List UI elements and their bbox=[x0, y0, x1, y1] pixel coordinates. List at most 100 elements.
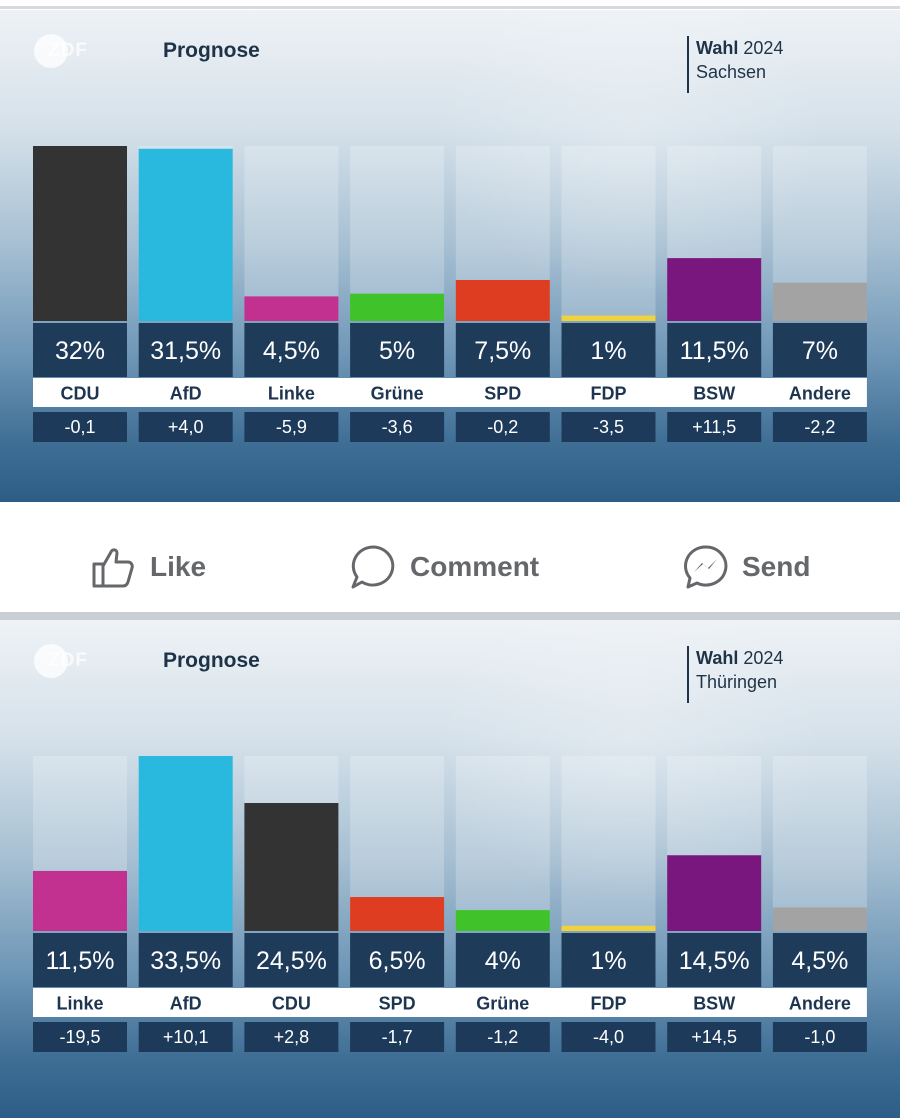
value-label: 32% bbox=[55, 337, 105, 365]
bar-linke bbox=[33, 870, 127, 931]
badge-label: Wahl bbox=[696, 648, 739, 668]
change-label: -1,7 bbox=[382, 1027, 413, 1047]
party-name: Grüne bbox=[476, 994, 529, 1014]
bar-spd bbox=[350, 897, 445, 931]
value-box bbox=[455, 323, 550, 377]
change-box bbox=[244, 1022, 339, 1052]
change-box bbox=[244, 412, 339, 442]
change-box bbox=[772, 412, 867, 442]
value-label: 1% bbox=[590, 947, 626, 975]
party-label-band bbox=[33, 988, 867, 1017]
value-box bbox=[561, 323, 656, 377]
comment-button[interactable]: Comment bbox=[348, 542, 539, 592]
like-button[interactable]: Like bbox=[90, 542, 206, 592]
bar-cdu bbox=[33, 146, 127, 321]
change-label: +11,5 bbox=[692, 417, 736, 437]
change-box bbox=[561, 1022, 656, 1052]
messenger-icon bbox=[684, 545, 728, 589]
logo-text: ZDF bbox=[48, 40, 88, 61]
bar-cdu bbox=[244, 803, 339, 931]
party-name: SPD bbox=[379, 994, 416, 1014]
change-label: -3,5 bbox=[593, 417, 624, 437]
logo-circle bbox=[34, 644, 68, 678]
logo-circle bbox=[34, 34, 68, 68]
chart-title: Prognose bbox=[163, 649, 260, 672]
like-label: Like bbox=[150, 551, 207, 582]
value-box bbox=[138, 933, 233, 987]
value-label: 4,5% bbox=[263, 337, 320, 365]
bar-chart-sachsen: 32% CDU -0,1 31,5% AfD +4,0 4,5% Linke -5,9 5% Grü… bbox=[33, 146, 867, 442]
change-box bbox=[138, 1022, 233, 1052]
send-button[interactable]: Send bbox=[682, 542, 810, 592]
send-label: Send bbox=[742, 551, 811, 582]
party-label-band bbox=[33, 378, 867, 407]
party-name: FDP bbox=[591, 994, 627, 1014]
bar-afd bbox=[138, 756, 233, 931]
change-label: +4,0 bbox=[168, 417, 204, 437]
change-label: -4,0 bbox=[593, 1027, 624, 1047]
bar-track bbox=[561, 146, 656, 321]
change-label: -0,2 bbox=[487, 417, 518, 437]
bar-grüne bbox=[455, 910, 550, 931]
party-name: Linke bbox=[268, 384, 315, 404]
party-name: AfD bbox=[170, 994, 202, 1014]
value-box bbox=[33, 323, 127, 377]
value-label: 6,5% bbox=[369, 947, 426, 975]
social-action-bar: Like Comment Send bbox=[0, 502, 900, 612]
change-label: -5,9 bbox=[276, 417, 307, 437]
value-box bbox=[350, 933, 445, 987]
change-label: -1,0 bbox=[804, 1027, 835, 1047]
party-name: SPD bbox=[484, 384, 521, 404]
thumbs-up-icon bbox=[92, 548, 134, 588]
badge-region: Thüringen bbox=[696, 672, 778, 692]
value-label: 4,5% bbox=[791, 947, 848, 975]
bar-track bbox=[244, 146, 339, 321]
value-box bbox=[33, 933, 127, 987]
value-label: 7% bbox=[802, 337, 838, 365]
badge-year: 2024 bbox=[743, 648, 784, 668]
badge-year: 2024 bbox=[743, 38, 784, 58]
value-label: 7,5% bbox=[474, 337, 531, 365]
change-box bbox=[667, 412, 762, 442]
value-label: 5% bbox=[379, 337, 415, 365]
value-box bbox=[138, 323, 233, 377]
election-badge: Wahl 2024 Sachsen bbox=[687, 36, 783, 93]
value-label: 11,5% bbox=[680, 337, 749, 365]
election-badge: Wahl 2024 Thüringen bbox=[687, 646, 783, 703]
change-label: +10,1 bbox=[163, 1027, 209, 1047]
value-box bbox=[561, 933, 656, 987]
value-box bbox=[244, 933, 339, 987]
change-label: -1,2 bbox=[487, 1027, 518, 1047]
bar-afd bbox=[138, 148, 233, 321]
value-box bbox=[772, 933, 867, 987]
change-box bbox=[33, 1022, 127, 1052]
change-box bbox=[561, 412, 656, 442]
value-box bbox=[667, 933, 762, 987]
bar-linke bbox=[244, 296, 339, 321]
change-label: +2,8 bbox=[274, 1027, 310, 1047]
party-name: AfD bbox=[170, 384, 202, 404]
party-name: FDP bbox=[591, 384, 627, 404]
chart-title: Prognose bbox=[163, 39, 260, 62]
bar-fdp bbox=[561, 925, 656, 931]
bar-grüne bbox=[350, 293, 445, 321]
bar-chart-thueringen: 11,5% Linke -19,5 33,5% AfD +10,1 24,5% CDU +2,8… bbox=[33, 756, 867, 1052]
value-label: 33,5% bbox=[150, 947, 221, 975]
party-name: Grüne bbox=[371, 384, 424, 404]
change-box bbox=[33, 412, 127, 442]
change-label: -2,2 bbox=[804, 417, 835, 437]
value-box bbox=[455, 933, 550, 987]
bar-bsw bbox=[667, 258, 762, 321]
party-name: CDU bbox=[272, 994, 311, 1014]
party-name: BSW bbox=[693, 994, 735, 1014]
value-label: 31,5% bbox=[150, 337, 221, 365]
chart-panel-sachsen: ZDF Prognose Wahl 2024 Sachsen 32% CDU -0,… bbox=[0, 10, 900, 502]
change-label: -19,5 bbox=[59, 1027, 100, 1047]
change-box bbox=[138, 412, 233, 442]
logo-text: ZDF bbox=[48, 650, 88, 671]
value-box bbox=[350, 323, 445, 377]
change-label: +14,5 bbox=[691, 1027, 737, 1047]
zdf-logo: ZDF bbox=[34, 642, 92, 682]
comment-label: Comment bbox=[410, 551, 540, 582]
badge-region: Sachsen bbox=[696, 62, 767, 82]
